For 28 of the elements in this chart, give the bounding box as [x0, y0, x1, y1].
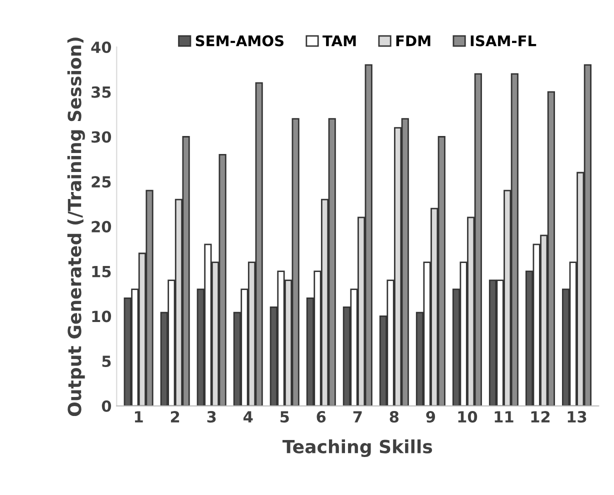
y-axis-title: Output Generated (/Training Session)	[67, 38, 85, 416]
legend-label: TAM	[322, 35, 356, 46]
x-axis-title: Teaching Skills	[282, 439, 432, 458]
y-tick-label: 40	[91, 41, 112, 54]
y-tick-label: 10	[92, 310, 112, 322]
y-tick-label: 25	[92, 176, 111, 188]
x-tick-label: 4	[243, 411, 253, 422]
x-tick-label: 9	[426, 411, 436, 423]
x-tick-label: 1	[134, 411, 143, 422]
x-tick-label: 13	[568, 411, 586, 423]
legend-label: FDM	[396, 35, 430, 46]
y-tick-label: 0	[102, 400, 112, 412]
x-tick-label: 7	[353, 411, 362, 422]
y-tick-label: 5	[102, 356, 111, 368]
y-tick-label: 20	[92, 220, 112, 232]
x-tick-label: 12	[531, 411, 550, 422]
x-tick-label: 10	[458, 411, 478, 423]
x-tick-label: 6	[316, 411, 326, 423]
legend-label: ISAM-FL	[470, 35, 536, 46]
y-tick-label: 15	[92, 266, 111, 278]
legend-label: SEM-AMOS	[196, 35, 284, 46]
x-tick-label: 2	[170, 411, 180, 422]
x-tick-label: 3	[207, 411, 216, 423]
x-tick-label: 8	[390, 411, 399, 423]
x-tick-label: 11	[494, 411, 514, 422]
y-tick-label: 30	[92, 131, 112, 143]
x-tick-label: 5	[280, 411, 289, 423]
y-tick-label: 35	[92, 86, 111, 98]
